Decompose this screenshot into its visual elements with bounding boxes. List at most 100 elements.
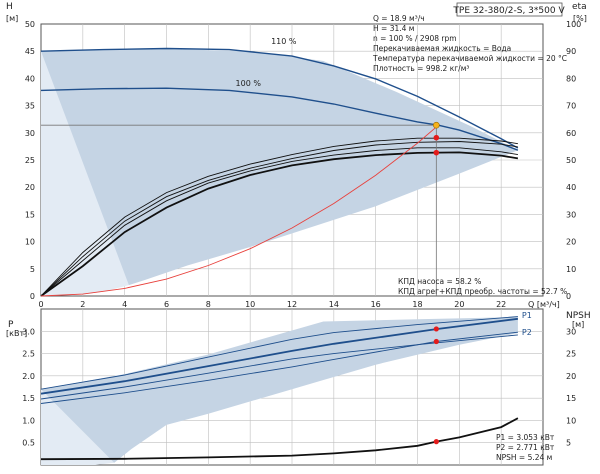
x-tick-label: 14 xyxy=(329,300,339,309)
x-tick-label: 16 xyxy=(371,300,381,309)
y2-tick-label: 60 xyxy=(566,129,576,138)
npsh-tick-label: 25 xyxy=(566,350,576,359)
operating-info: Q = 18.9 м³/чH = 31.4 мn = 100 % / 2908 … xyxy=(372,14,567,73)
npsh-tick-label: 5 xyxy=(566,439,571,448)
npsh-axis-unit: [м] xyxy=(572,320,584,329)
series-label: P1 xyxy=(522,311,532,320)
y2-tick-label: 40 xyxy=(566,183,576,192)
p-tick-label: 1.5 xyxy=(22,394,35,403)
y2-tick-label: 10 xyxy=(566,265,576,274)
npsh-axis-label: NPSH xyxy=(566,311,591,321)
y-tick-label: 50 xyxy=(25,20,35,29)
y-axis-label: H xyxy=(6,2,13,12)
x-tick-label: 8 xyxy=(206,300,211,309)
y2-tick-label: 70 xyxy=(566,102,576,111)
y2-tick-label: 20 xyxy=(566,238,576,247)
eta-total-point xyxy=(433,149,440,156)
p-axis-unit: [кВт] xyxy=(6,329,27,338)
info-line: Плотность = 998.2 кг/м³ xyxy=(373,64,469,73)
power-chart: P1 P2 0.5 1.0 1.5 2.0 2.5 3.0 5 10 15 20 25 30 P [кВ… xyxy=(6,308,591,466)
series-NPSH xyxy=(40,417,519,461)
y2-tick-label: 90 xyxy=(566,47,576,56)
x-tick-label: 4 xyxy=(122,300,127,309)
series-100 xyxy=(40,87,519,151)
result-line: NPSH = 5.24 м xyxy=(496,453,552,462)
power-series: P1 P2 xyxy=(40,311,532,461)
head-envelope xyxy=(41,49,518,296)
title-box xyxy=(456,2,563,17)
series-eta-1 xyxy=(40,137,518,297)
y2-tick-label: 100 xyxy=(566,20,581,29)
operating-point xyxy=(433,121,440,129)
y2-tick-label: 80 xyxy=(566,74,576,83)
npsh-tick-label: 10 xyxy=(566,416,576,425)
x-tick-label: 12 xyxy=(287,300,297,309)
y2-axis-label: eta xyxy=(572,2,587,12)
p-tick-label: 1.0 xyxy=(22,416,35,425)
x-tick-label: 0 xyxy=(38,300,43,309)
series-label: 100 % xyxy=(236,79,262,88)
x-tick-label: 10 xyxy=(245,300,255,309)
npsh-tick-label: 20 xyxy=(566,372,576,381)
y-tick-label: 15 xyxy=(25,210,35,219)
series-label: P2 xyxy=(522,328,532,337)
info-line: H = 31.4 м xyxy=(373,24,414,33)
y-tick-label: 5 xyxy=(30,265,35,274)
eta-line: КПД агрег+КПД преобр. частоты = 52.7 % xyxy=(398,287,567,296)
p-axis-label: P xyxy=(8,320,14,330)
y-tick-label: 0 xyxy=(30,292,35,301)
result-line: P1 = 3.053 кВт xyxy=(496,433,555,442)
power-point xyxy=(433,338,439,345)
power-axes: 0.5 1.0 1.5 2.0 2.5 3.0 5 10 15 20 25 30 xyxy=(22,327,576,447)
x-tick-label: 18 xyxy=(412,300,422,309)
x-tick-label: 22 xyxy=(496,300,506,309)
power-point xyxy=(433,326,439,332)
p-tick-label: 2.5 xyxy=(22,350,35,359)
npsh-tick-label: 30 xyxy=(566,327,576,336)
series-P1-outer xyxy=(40,316,518,390)
head-series: 110 % 100 % xyxy=(40,37,519,297)
eta-line: КПД насоса = 58.2 % xyxy=(398,277,481,286)
series-110 xyxy=(40,47,519,149)
x-tick-label: 2 xyxy=(80,300,85,309)
info-line: n = 100 % / 2908 rpm xyxy=(373,34,457,43)
power-point xyxy=(433,439,439,445)
info-line: Q = 18.9 м³/ч xyxy=(373,14,425,23)
y-tick-label: 40 xyxy=(25,74,35,83)
series-eta-2 xyxy=(40,141,518,297)
info-line: Температура перекачиваемой жидкости = 20… xyxy=(372,54,567,63)
npsh-tick-label: 15 xyxy=(566,394,576,403)
series-label: 110 % xyxy=(271,37,297,46)
x-tick-label: 6 xyxy=(164,300,169,309)
y-tick-label: 25 xyxy=(25,156,35,165)
y2-axis-unit: [%] xyxy=(573,14,587,23)
series-system xyxy=(40,124,439,297)
p-tick-label: 0.5 xyxy=(22,439,35,448)
efficiency-info: КПД насоса = 58.2 %КПД агрег+КПД преобр.… xyxy=(398,277,567,296)
chart-title: TPE 32-380/2-S, 3*500 V xyxy=(452,6,565,16)
head-chart: 110 %100 % 05101520253035404550010203040… xyxy=(6,2,587,309)
series-eta-3 xyxy=(40,147,518,297)
head-axes: 0510152025303540455001020304050607080901… xyxy=(25,20,581,309)
p-tick-label: 3.0 xyxy=(22,327,35,336)
p-tick-label: 2.0 xyxy=(22,372,35,381)
envelope-band xyxy=(41,317,518,463)
eta-pump-point xyxy=(433,134,440,141)
envelope-band xyxy=(41,49,518,286)
x-axis-label: Q [м³/ч] xyxy=(528,300,560,309)
y2-tick-label: 50 xyxy=(566,156,576,165)
x-tick-label: 20 xyxy=(454,300,464,309)
y-tick-label: 20 xyxy=(25,183,35,192)
y-tick-label: 10 xyxy=(25,238,35,247)
y-tick-label: 35 xyxy=(25,102,35,111)
info-line: Перекачиваемая жидкость = Вода xyxy=(373,44,511,53)
y-axis-unit: [м] xyxy=(6,14,18,23)
power-envelope xyxy=(41,317,518,465)
y-tick-label: 30 xyxy=(25,129,35,138)
y2-tick-label: 0 xyxy=(566,292,571,301)
y2-tick-label: 30 xyxy=(566,210,576,219)
result-line: P2 = 2.771 кВт xyxy=(496,443,555,452)
series-eta-4 xyxy=(40,151,519,297)
